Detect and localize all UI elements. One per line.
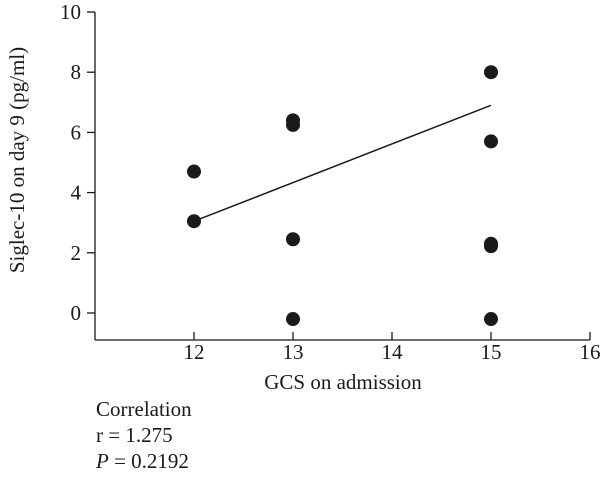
x-tick-label: 14 [382, 340, 404, 364]
axes: 0 2 4 6 8 10 12 13 14 15 16 [60, 0, 600, 364]
regression-line [193, 104, 492, 222]
data-points [187, 65, 498, 327]
x-tick-label: 12 [184, 340, 205, 364]
x-tick-label: 13 [283, 340, 304, 364]
data-point [286, 232, 300, 247]
y-tick-label: 6 [71, 120, 82, 144]
correlation-r-value: r = 1.275 [96, 423, 173, 447]
y-axis-label: Siglec-10 on day 9 (pg/ml) [5, 47, 29, 273]
y-tick-label: 0 [71, 301, 82, 325]
y-tick-label: 2 [71, 241, 82, 265]
data-point [484, 65, 498, 80]
p-value-text: = 0.2192 [108, 449, 189, 473]
correlation-p-value: P = 0.2192 [96, 448, 192, 474]
x-axis-label: GCS on admission [264, 370, 422, 394]
correlation-heading: Correlation [96, 397, 192, 421]
data-point [484, 312, 498, 327]
data-point [286, 117, 300, 132]
data-point [187, 164, 201, 179]
data-point [187, 214, 201, 229]
data-point [484, 134, 498, 149]
correlation-stats: Correlation r = 1.275 P = 0.2192 [96, 396, 192, 474]
y-tick-label: 10 [60, 0, 81, 24]
data-point [286, 312, 300, 327]
y-tick-label: 8 [71, 60, 82, 84]
x-tick-label: 15 [481, 340, 502, 364]
data-point [484, 239, 498, 254]
y-tick-label: 4 [71, 181, 82, 205]
scatter-chart: 0 2 4 6 8 10 12 13 14 15 16 GCS on admission Sigle… [5, 0, 600, 394]
p-symbol: P [96, 449, 109, 473]
x-tick-label: 16 [580, 340, 600, 364]
regression-line-group [193, 104, 492, 222]
